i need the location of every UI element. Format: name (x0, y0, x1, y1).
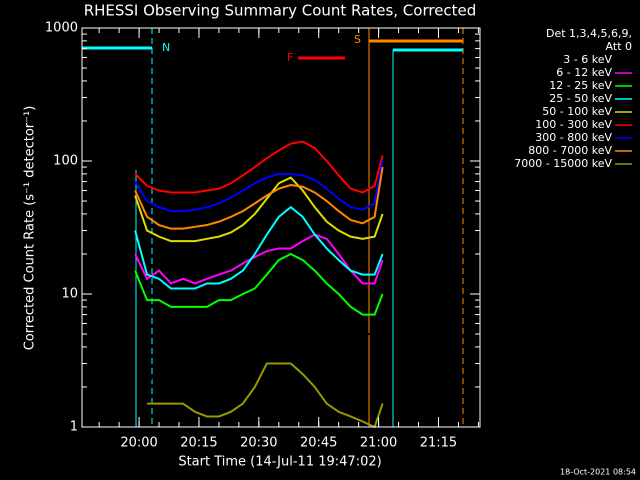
footer: 18-Oct-2021 08:54 (560, 468, 636, 477)
x-tick-label: 20:15 (180, 436, 217, 451)
y-tick-label: 1000 (45, 21, 78, 36)
x-tick-label: 21:00 (360, 436, 397, 451)
series-line (134, 233, 384, 285)
y-axis-label: Corrected Count Rate (s⁻¹ detector⁻¹) (23, 106, 38, 351)
series-line (134, 140, 384, 194)
x-tick-label: 20:00 (120, 436, 157, 451)
legend-label: 25 - 50 keV (549, 92, 612, 105)
legend-label: 100 - 300 keV (535, 118, 612, 131)
series-line (134, 176, 384, 243)
x-tick-label: 20:30 (240, 436, 277, 451)
legend-label: 3 - 6 keV (563, 53, 612, 66)
series-line (134, 166, 384, 230)
legend-label: 300 - 800 keV (535, 131, 612, 144)
legend-label: 6 - 12 keV (556, 66, 612, 79)
x-tick-label: 21:15 (420, 436, 457, 451)
legend-title: Att 0 (606, 40, 632, 53)
y-tick-label: 1 (70, 420, 78, 435)
series-line (134, 160, 384, 213)
series-line (134, 252, 384, 316)
series-line (147, 362, 384, 429)
annotation: N (162, 41, 170, 54)
status-bars: N F S (82, 28, 464, 427)
legend-label: 12 - 25 keV (549, 79, 612, 92)
series-line (134, 205, 384, 290)
y-tick-label: 100 (53, 154, 78, 169)
chart-title: RHESSI Observing Summary Count Rates, Co… (84, 2, 477, 20)
x-tick-label: 20:45 (300, 436, 337, 451)
legend-label: 7000 - 15000 keV (514, 157, 612, 170)
y-tick-label: 10 (61, 287, 78, 302)
x-axis-label: Start Time (14-Jul-11 19:47:02) (178, 455, 381, 470)
legend-title: Det 1,3,4,5,6,9, (546, 27, 632, 40)
annotation: S (354, 33, 361, 46)
plot-frame (81, 27, 481, 428)
legend-label: 50 - 100 keV (542, 105, 612, 118)
annotation: F (287, 51, 293, 64)
legend-label: 800 - 7000 keV (528, 144, 612, 157)
